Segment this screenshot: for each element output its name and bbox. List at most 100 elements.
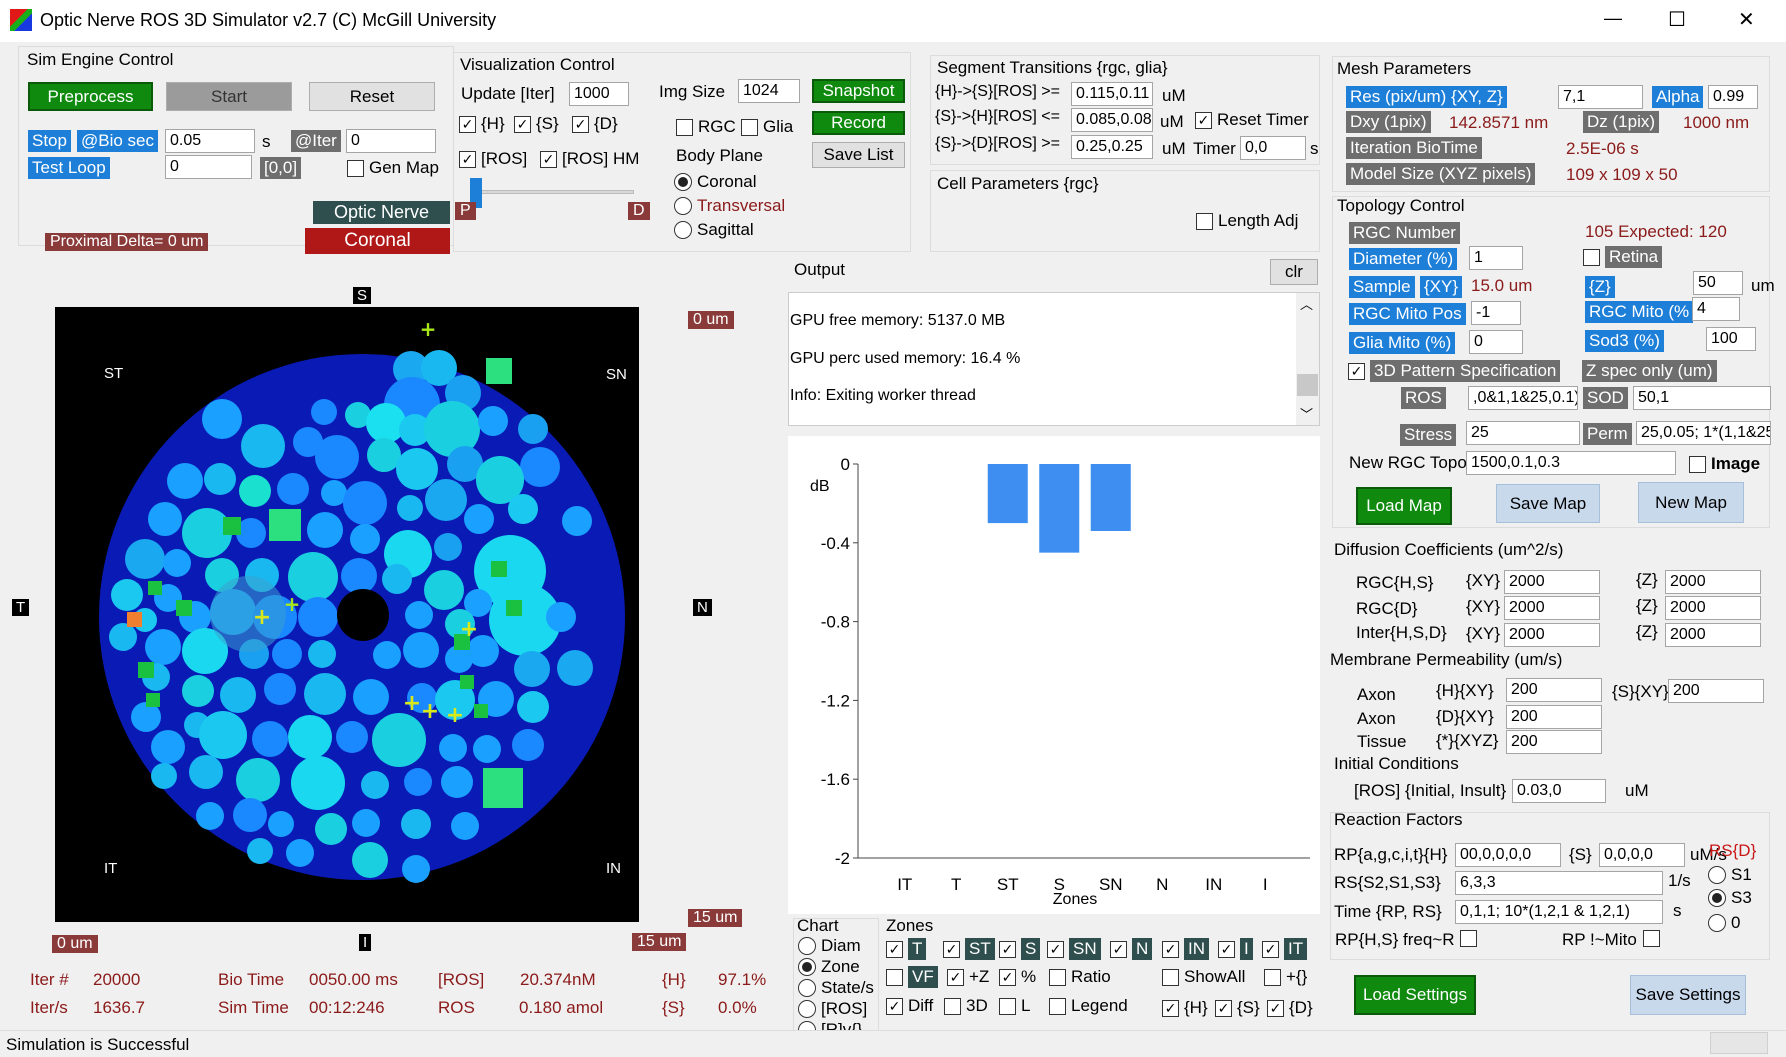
- zone-t-checkbox[interactable]: ✓ T: [886, 938, 927, 960]
- zone-st-box[interactable]: ✓: [943, 940, 960, 958]
- diff-inter-z-input[interactable]: 2000: [1665, 623, 1761, 647]
- image-box[interactable]: [1689, 455, 1706, 473]
- diff-inter-xy-input[interactable]: 2000: [1504, 623, 1600, 647]
- freq-checkbox[interactable]: [1460, 930, 1477, 947]
- status-resize-grip[interactable]: [1710, 1032, 1768, 1054]
- zone-t-box[interactable]: ✓: [886, 940, 903, 958]
- states-radio[interactable]: State/s: [798, 978, 874, 998]
- h-box[interactable]: ✓: [459, 115, 476, 133]
- rgc-mito-pos-input[interactable]: -1: [1471, 301, 1521, 325]
- vf-box[interactable]: [886, 968, 903, 986]
- rs-input[interactable]: 6,3,3: [1455, 871, 1663, 895]
- zh-checkbox[interactable]: ✓ {H}: [1162, 998, 1208, 1018]
- zone-st-checkbox[interactable]: ✓ ST: [943, 938, 995, 960]
- slider-track[interactable]: [472, 190, 634, 194]
- bio-sec-input[interactable]: 0.05: [165, 129, 255, 153]
- mito-box[interactable]: [1643, 930, 1660, 947]
- zone-n-checkbox[interactable]: ✓ N: [1110, 938, 1153, 960]
- coronal-radio[interactable]: Coronal: [674, 172, 757, 192]
- pattern-checkbox[interactable]: ✓ 3D Pattern Specification: [1348, 360, 1561, 382]
- sod-input[interactable]: 50,1: [1633, 386, 1771, 410]
- close-icon[interactable]: ✕: [1738, 9, 1755, 31]
- slider-thumb[interactable]: [470, 178, 482, 208]
- ratio-box[interactable]: [1049, 968, 1066, 986]
- zone-sn-checkbox[interactable]: ✓ SN: [1047, 938, 1101, 960]
- showall-checkbox[interactable]: ShowAll: [1162, 967, 1245, 987]
- coronal-dot[interactable]: [674, 173, 692, 191]
- h-checkbox[interactable]: ✓ {H}: [459, 114, 505, 134]
- rs-s1-dot[interactable]: [1708, 866, 1726, 884]
- glia-box[interactable]: [741, 118, 758, 136]
- scroll-up-icon[interactable]: ︿: [1300, 297, 1314, 312]
- rs-zero-radio[interactable]: 0: [1708, 913, 1740, 933]
- scroll-thumb[interactable]: [1297, 374, 1318, 396]
- zone-sn-box[interactable]: ✓: [1047, 940, 1064, 958]
- three-d-checkbox[interactable]: 3D: [944, 996, 988, 1016]
- d-box[interactable]: ✓: [572, 115, 589, 133]
- gen-map-box[interactable]: [347, 159, 364, 177]
- save-list-button[interactable]: Save List: [812, 142, 905, 168]
- sagittal-dot[interactable]: [674, 221, 692, 239]
- l-box[interactable]: [999, 997, 1016, 1015]
- test-loop-button[interactable]: Test Loop: [28, 157, 110, 179]
- ros-radio[interactable]: [ROS]: [798, 999, 867, 1019]
- maximize-icon[interactable]: ☐: [1668, 9, 1686, 31]
- clr-button[interactable]: clr: [1270, 259, 1318, 285]
- diff-rgc-d-xy-input[interactable]: 2000: [1504, 596, 1600, 620]
- transversal-radio[interactable]: Transversal: [674, 196, 785, 216]
- rs-zero-dot[interactable]: [1708, 914, 1726, 932]
- record-button[interactable]: Record: [812, 111, 905, 135]
- vf-checkbox[interactable]: VF: [886, 966, 938, 988]
- perm-input[interactable]: 25,0.05; 1*(1,1&25: [1636, 421, 1771, 445]
- memb-xyz-input[interactable]: 200: [1506, 730, 1602, 754]
- glia-checkbox[interactable]: Glia: [741, 117, 793, 137]
- initial-input[interactable]: 0.03,0: [1512, 779, 1606, 803]
- zone-i-checkbox[interactable]: ✓ I: [1218, 938, 1253, 960]
- rgc-mito-input[interactable]: 4: [1692, 297, 1740, 321]
- preprocess-button[interactable]: Preprocess: [28, 82, 153, 111]
- showall-box[interactable]: [1162, 968, 1179, 986]
- res-input[interactable]: 7,1: [1558, 85, 1643, 109]
- glia-mito-input[interactable]: 0: [1469, 330, 1523, 354]
- plus-z-box[interactable]: ✓: [947, 968, 964, 986]
- new-rgc-topo-input[interactable]: 1500,0.1,0.3: [1466, 451, 1676, 475]
- reset-button[interactable]: Reset: [309, 82, 435, 111]
- zd-box[interactable]: ✓: [1267, 999, 1284, 1017]
- zs-box[interactable]: ✓: [1215, 999, 1232, 1017]
- s-box[interactable]: ✓: [514, 115, 531, 133]
- zone-dot[interactable]: [798, 958, 816, 976]
- zone-i-box[interactable]: ✓: [1218, 940, 1235, 958]
- save-map-button[interactable]: Save Map: [1496, 484, 1600, 523]
- ros-radio-dot[interactable]: [798, 1000, 816, 1018]
- plus-braces-box[interactable]: [1264, 968, 1281, 986]
- zone-it-checkbox[interactable]: ✓ IT: [1262, 938, 1308, 960]
- pattern-box[interactable]: ✓: [1348, 362, 1365, 380]
- time-input[interactable]: 0,1,1; 10*(1,2,1 & 1,2,1): [1455, 900, 1663, 924]
- diff-rgc-hs-xy-input[interactable]: 2000: [1504, 570, 1600, 594]
- snapshot-button[interactable]: Snapshot: [812, 79, 905, 103]
- rgc-checkbox[interactable]: RGC: [676, 117, 736, 137]
- zd-checkbox[interactable]: ✓ {D}: [1267, 998, 1313, 1018]
- alpha-input[interactable]: 0.99: [1708, 85, 1758, 109]
- memb-hxy-input[interactable]: 200: [1506, 678, 1602, 702]
- rp-h-input[interactable]: 00,0,0,0,0: [1455, 843, 1561, 867]
- three-d-box[interactable]: [944, 997, 961, 1015]
- zh-box[interactable]: ✓: [1162, 999, 1179, 1017]
- l-checkbox[interactable]: L: [999, 996, 1030, 1016]
- reset-timer-box[interactable]: ✓: [1195, 111, 1212, 129]
- stress-input[interactable]: 25: [1466, 421, 1580, 445]
- save-settings-button[interactable]: Save Settings: [1630, 975, 1746, 1015]
- image-checkbox[interactable]: Image: [1689, 454, 1760, 474]
- length-adj-checkbox[interactable]: Length Adj: [1196, 211, 1298, 231]
- optic-nerve-map[interactable]: ++ + ++++: [55, 307, 639, 922]
- ros-hm-checkbox[interactable]: ✓ [ROS] HM: [540, 149, 639, 169]
- diam-dot[interactable]: [798, 937, 816, 955]
- ros-box[interactable]: ✓: [459, 150, 476, 168]
- seg-r3-input[interactable]: 0.25,0.25: [1071, 135, 1153, 159]
- memb-dxy-input[interactable]: 200: [1506, 705, 1602, 729]
- plus-z-checkbox[interactable]: ✓ +Z: [947, 967, 989, 987]
- ros-pattern-input[interactable]: ,0&1,1&25,0.1): [1468, 386, 1578, 410]
- ros-checkbox[interactable]: ✓ [ROS]: [459, 149, 527, 169]
- retina-box[interactable]: [1583, 248, 1600, 266]
- iter-input[interactable]: 0: [346, 129, 436, 153]
